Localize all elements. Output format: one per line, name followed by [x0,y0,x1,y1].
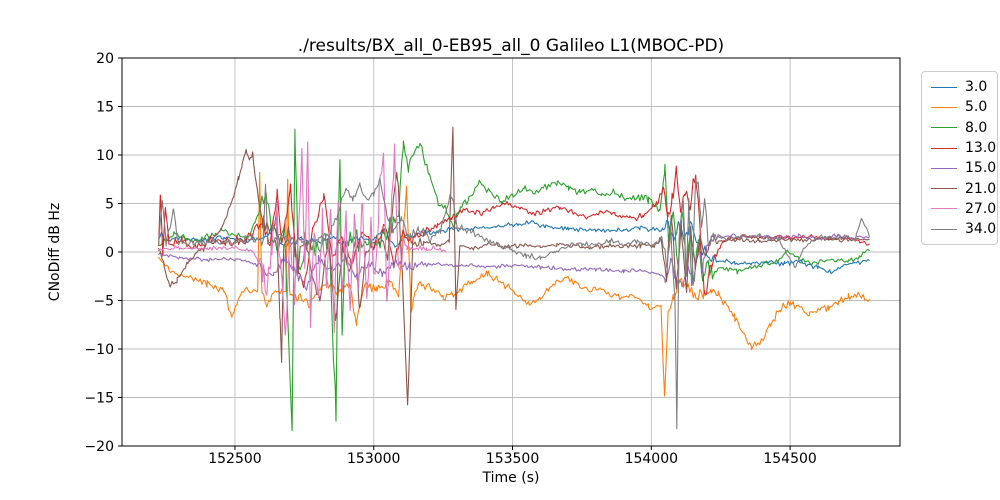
series-line-34.0 [158,177,870,430]
legend-line-sample [931,208,957,210]
legend-label: 27.0 [965,200,997,217]
y-tick-label: 10 [96,148,114,164]
y-tick-label: 5 [105,197,114,213]
legend-entry: 21.0 [931,178,997,198]
chart-title: ./results/BX_all_0-EB95_all_0 Galileo L1… [297,36,725,56]
x-tick-label: 153500 [486,451,539,467]
legend-entry: 15.0 [931,158,997,178]
legend-label: 8.0 [965,119,988,136]
legend-line-sample [931,127,957,129]
y-tick-label: −10 [84,342,114,358]
x-tick-label: 154500 [763,451,816,467]
legend-label: 3.0 [965,79,988,96]
y-tick-label: −5 [93,294,114,310]
series-line-27.0 [158,141,447,336]
y-tick-label: 15 [96,100,114,116]
series-line-8.0 [158,128,870,432]
y-tick-label: −20 [84,439,114,455]
series-group [158,126,870,432]
series-line-5.0 [158,171,870,397]
legend-line-sample [931,188,957,190]
legend-label: 5.0 [965,99,988,116]
legend-entry: 13.0 [931,138,997,158]
legend-entry: 3.0 [931,77,997,97]
legend-label: 34.0 [965,221,997,238]
x-tick-label: 152500 [208,451,261,467]
legend-line-sample [931,106,957,108]
y-tick-label: 20 [96,51,114,67]
legend-line-sample [931,86,957,88]
legend-label: 21.0 [965,180,997,197]
legend-entry: 34.0 [931,219,997,239]
x-tick-label: 154000 [625,451,678,467]
legend-label: 13.0 [965,140,997,157]
legend-line-sample [931,228,957,230]
legend-line-sample [931,147,957,149]
y-axis-label: CNoDiff dB Hz [47,202,63,302]
legend-label: 15.0 [965,160,997,177]
legend: 3.0 5.0 8.0 13.0 15.0 21.0 27.0 34.0 [921,71,998,246]
y-tick-label: 0 [105,245,114,261]
y-tick-label: −15 [84,391,114,407]
legend-line-sample [931,167,957,169]
legend-entry: 27.0 [931,199,997,219]
x-tick-label: 153000 [347,451,400,467]
legend-entry: 8.0 [931,118,997,138]
legend-entry: 5.0 [931,97,997,117]
x-axis-label: Time (s) [482,470,540,486]
